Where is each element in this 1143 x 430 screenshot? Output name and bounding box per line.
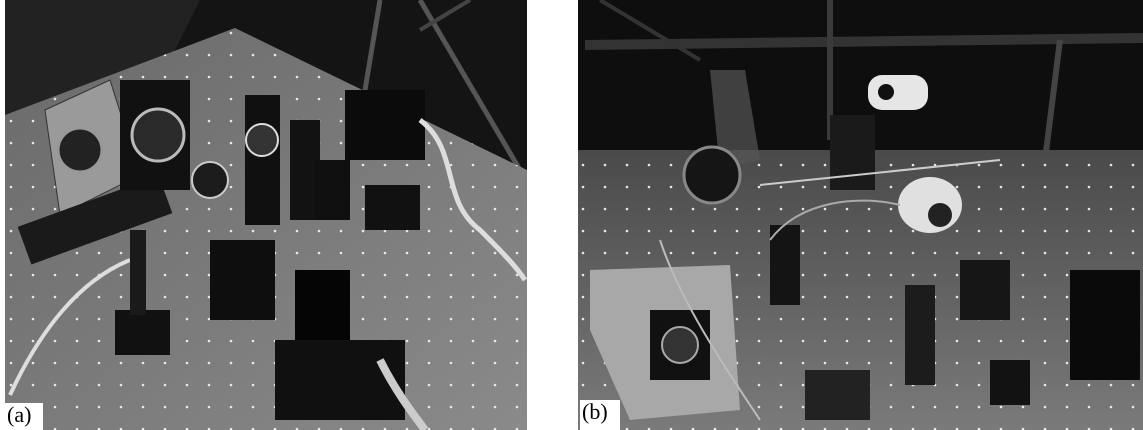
lens (246, 124, 278, 156)
post (245, 95, 280, 225)
post (315, 160, 350, 220)
stage (275, 340, 405, 420)
panel-label: (a) (7, 402, 31, 427)
panel-label: (b) (582, 399, 608, 424)
detector (868, 75, 928, 110)
mount (960, 260, 1010, 320)
detector (898, 177, 962, 233)
stage (805, 370, 870, 420)
post (130, 230, 146, 315)
mount (1070, 270, 1140, 380)
mount (830, 115, 875, 190)
mount (115, 310, 170, 355)
photo-b (578, 0, 1143, 430)
screen (295, 270, 350, 345)
post (770, 225, 800, 305)
photo-a (5, 0, 527, 430)
page: (a) (b) (() => { const data = JSON.parse… (0, 0, 1143, 430)
mount (365, 185, 420, 230)
detector-window (928, 203, 952, 227)
detector-window (878, 84, 894, 100)
mount (210, 240, 275, 320)
lens (132, 109, 184, 161)
lens (684, 147, 740, 203)
lens (58, 128, 102, 172)
figure: (a) (b) (0, 0, 1143, 430)
lens (662, 327, 698, 363)
lens (192, 162, 228, 198)
detector (345, 90, 425, 160)
post (905, 285, 935, 385)
mount (990, 360, 1030, 405)
